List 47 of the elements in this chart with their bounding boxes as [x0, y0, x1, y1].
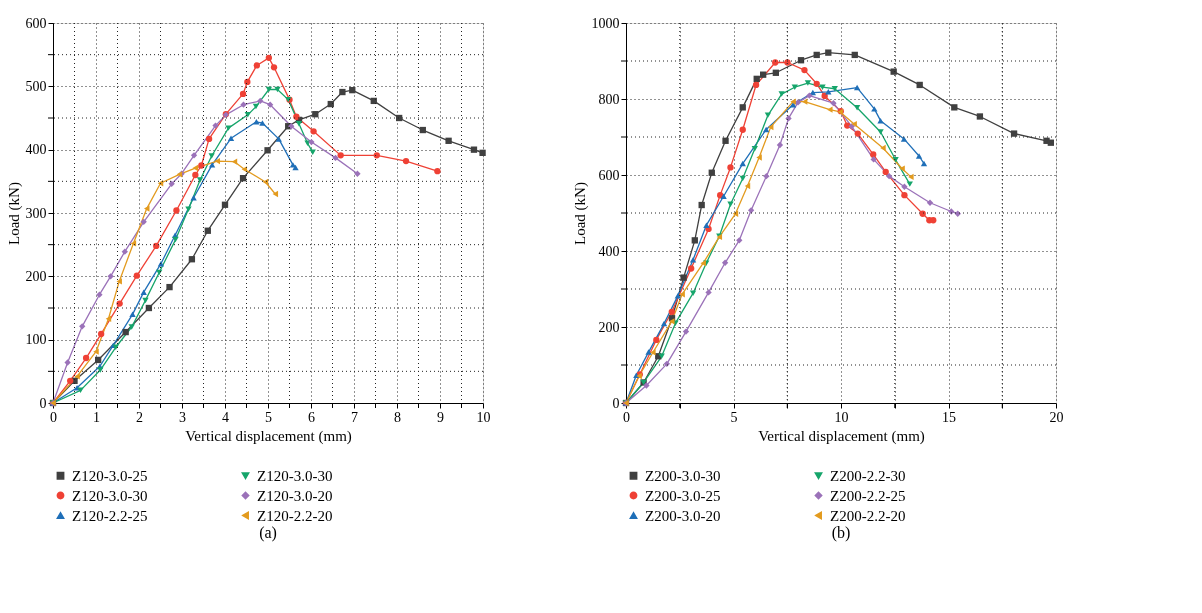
legend-label: Z120-2.2-20 — [257, 507, 333, 524]
y-tick-label: 600 — [25, 15, 47, 31]
legend-label: Z120-2.2-25 — [72, 507, 148, 524]
legend-label: Z120-3.0-30 — [72, 487, 148, 504]
text: (a) — [259, 524, 277, 542]
legend-label: Z200-3.0-20 — [645, 507, 721, 524]
y-tick-label: 0 — [39, 395, 47, 411]
x-tick-label: 10 — [476, 409, 491, 425]
legend-label: Z200-2.2-25 — [830, 487, 906, 504]
text: (b) — [831, 524, 851, 542]
legend-label: Z200-3.0-25 — [645, 487, 721, 504]
x-tick-label: 20 — [1049, 409, 1064, 425]
x-tick-label: 15 — [942, 409, 956, 425]
x-tick-label: 5 — [730, 409, 738, 425]
legend-label: Z120-3.0-25 — [72, 467, 148, 484]
x-tick-label: 3 — [179, 409, 186, 425]
y-tick-label: 1000 — [591, 15, 620, 31]
y-tick-label: 400 — [25, 142, 47, 158]
y-tick-label: 300 — [25, 205, 47, 221]
x-tick-label: 5 — [265, 409, 272, 425]
y-axis-title: Load (kN) — [571, 182, 589, 245]
x-tick-label: 6 — [308, 409, 315, 425]
y-tick-label: 400 — [598, 243, 620, 259]
y-tick-label: 800 — [598, 91, 620, 107]
x-tick-label: 0 — [623, 409, 630, 425]
y-tick-label: 500 — [25, 78, 47, 94]
x-axis-title: Vertical displacement (mm) — [758, 427, 925, 445]
x-tick-label: 8 — [394, 409, 401, 425]
x-tick-label: 10 — [834, 409, 849, 425]
legend-label: Z200-2.2-20 — [830, 507, 906, 524]
x-tick-label: 7 — [351, 409, 358, 425]
x-tick-label: 0 — [50, 409, 57, 425]
x-tick-label: 4 — [222, 409, 229, 425]
y-tick-label: 200 — [25, 268, 47, 284]
x-tick-label: 9 — [437, 409, 444, 425]
legend-label: Z200-3.0-30 — [645, 467, 721, 484]
y-axis-title: Load (kN) — [5, 182, 23, 245]
y-tick-label: 100 — [25, 332, 47, 348]
x-tick-label: 2 — [136, 409, 143, 425]
legend-label: Z200-2.2-30 — [830, 467, 906, 484]
y-tick-label: 0 — [612, 395, 620, 411]
legend-label: Z120-3.0-20 — [257, 487, 333, 504]
x-axis-title: Vertical displacement (mm) — [185, 427, 352, 445]
legend-label: Z120-3.0-30 — [257, 467, 333, 484]
y-tick-label: 600 — [598, 167, 620, 183]
y-tick-label: 200 — [598, 319, 620, 335]
x-tick-label: 1 — [93, 409, 100, 425]
